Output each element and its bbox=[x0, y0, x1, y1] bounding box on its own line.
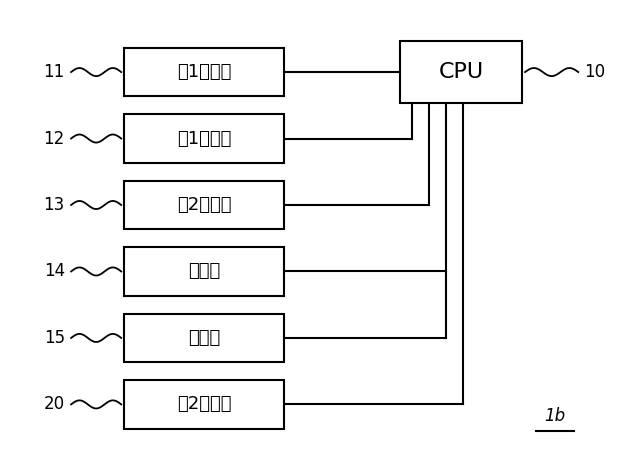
Text: CPU: CPU bbox=[438, 62, 483, 82]
FancyBboxPatch shape bbox=[124, 48, 284, 96]
Text: 15: 15 bbox=[44, 329, 65, 347]
FancyBboxPatch shape bbox=[124, 247, 284, 296]
Text: 記憶部: 記憶部 bbox=[188, 263, 220, 281]
FancyBboxPatch shape bbox=[124, 114, 284, 163]
Text: 第2入力部: 第2入力部 bbox=[177, 196, 232, 214]
Text: 第1表示部: 第1表示部 bbox=[177, 63, 231, 81]
Text: 1b: 1b bbox=[544, 407, 565, 425]
Text: 12: 12 bbox=[44, 130, 65, 148]
Text: 第1入力部: 第1入力部 bbox=[177, 130, 231, 148]
Text: 報知部: 報知部 bbox=[188, 329, 220, 347]
Text: 20: 20 bbox=[44, 395, 65, 413]
Text: 10: 10 bbox=[584, 63, 605, 81]
Text: 13: 13 bbox=[44, 196, 65, 214]
FancyBboxPatch shape bbox=[124, 181, 284, 229]
FancyBboxPatch shape bbox=[124, 380, 284, 429]
Text: 11: 11 bbox=[44, 63, 65, 81]
Text: 14: 14 bbox=[44, 263, 65, 281]
Text: 第2表示部: 第2表示部 bbox=[177, 395, 232, 413]
FancyBboxPatch shape bbox=[400, 41, 522, 103]
FancyBboxPatch shape bbox=[124, 314, 284, 362]
